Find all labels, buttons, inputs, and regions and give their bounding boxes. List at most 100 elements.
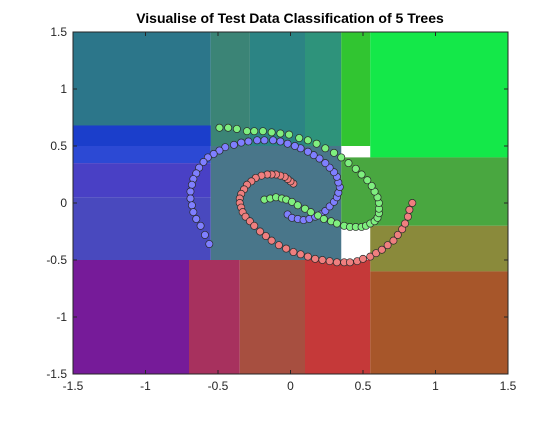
y-tick-label: 0	[60, 196, 67, 210]
class-region	[370, 225, 508, 272]
data-point	[405, 205, 414, 214]
data-point	[269, 136, 278, 145]
data-point	[293, 201, 302, 210]
class-region	[73, 125, 211, 164]
data-point	[243, 127, 251, 136]
data-point	[215, 123, 224, 132]
data-point	[311, 254, 320, 263]
data-point	[332, 219, 341, 228]
data-point	[205, 240, 214, 248]
x-tick-label: 1	[432, 379, 439, 393]
y-tick-label: -1	[56, 310, 67, 324]
point-series	[215, 123, 383, 231]
class-region	[370, 271, 508, 374]
data-point	[267, 236, 276, 245]
data-point	[344, 159, 353, 168]
y-tick-label: -1.5	[46, 367, 67, 381]
data-point	[325, 257, 334, 266]
data-point	[314, 211, 322, 220]
data-point	[372, 249, 380, 258]
data-point	[309, 151, 318, 160]
data-point	[283, 139, 292, 148]
data-point	[359, 254, 367, 263]
data-points	[186, 123, 417, 267]
data-point	[250, 221, 259, 230]
data-point	[199, 158, 208, 166]
data-point	[232, 124, 241, 133]
class-region	[239, 260, 305, 374]
data-point	[351, 164, 360, 173]
data-point	[393, 230, 402, 239]
data-point	[221, 143, 230, 152]
data-point	[295, 134, 304, 142]
data-point	[303, 252, 312, 261]
data-point	[256, 227, 264, 236]
data-point	[209, 150, 218, 158]
data-point	[301, 204, 309, 213]
classification-regions	[73, 32, 508, 374]
x-tick-label: 1.5	[500, 379, 517, 393]
y-axis: -1.5 -1 -0.5 0 0.5 1 1.5	[46, 25, 508, 381]
data-point	[363, 176, 372, 185]
x-tick-label: 0	[287, 379, 294, 393]
data-point	[276, 129, 285, 138]
class-region	[305, 32, 342, 146]
data-point	[253, 136, 262, 145]
data-point	[367, 181, 376, 190]
data-point	[389, 236, 398, 245]
data-point	[259, 127, 267, 136]
y-tick-label: 1	[60, 82, 67, 96]
y-tick-label: 0.5	[50, 139, 67, 153]
class-region	[305, 260, 371, 374]
data-point	[315, 154, 324, 163]
data-point	[267, 128, 276, 137]
y-tick-label: -0.5	[46, 253, 67, 267]
data-point	[408, 199, 417, 207]
chart-title: Visualise of Test Data Classification of…	[136, 10, 444, 26]
data-point	[312, 139, 321, 148]
data-point	[187, 180, 196, 189]
data-point	[261, 232, 270, 241]
data-point	[366, 252, 375, 261]
data-point	[200, 230, 209, 239]
plot-area	[72, 31, 509, 375]
data-point	[296, 250, 305, 259]
x-tick-label: -0.5	[208, 379, 229, 393]
data-point	[196, 221, 205, 230]
y-tick-label: 1.5	[50, 25, 67, 39]
data-point	[383, 241, 392, 250]
data-point	[319, 215, 328, 223]
data-point	[377, 245, 386, 254]
data-point	[332, 258, 341, 267]
data-point	[215, 146, 224, 155]
data-point	[229, 140, 238, 149]
data-point	[306, 208, 315, 217]
class-region	[341, 157, 508, 226]
class-region	[249, 32, 305, 146]
data-point	[330, 148, 338, 157]
data-point	[401, 219, 409, 228]
data-point	[189, 208, 198, 217]
x-tick-label: 0.5	[355, 379, 372, 393]
data-point	[303, 136, 312, 145]
x-axis: -1.5 -1 -0.5 0 0.5 1 1.5	[63, 32, 517, 393]
data-point	[346, 258, 354, 267]
data-point	[357, 170, 366, 179]
data-point	[303, 147, 312, 156]
data-point	[321, 144, 330, 153]
point-series	[186, 136, 344, 248]
data-point	[289, 248, 298, 256]
data-point	[244, 137, 253, 146]
data-point	[187, 201, 196, 210]
class-region	[370, 32, 508, 158]
data-point	[192, 215, 201, 223]
data-point	[290, 142, 299, 150]
data-point	[285, 130, 293, 139]
class-region	[189, 260, 240, 374]
data-point	[404, 212, 412, 221]
data-point	[274, 241, 283, 250]
data-point	[276, 137, 285, 146]
data-point	[186, 194, 195, 203]
